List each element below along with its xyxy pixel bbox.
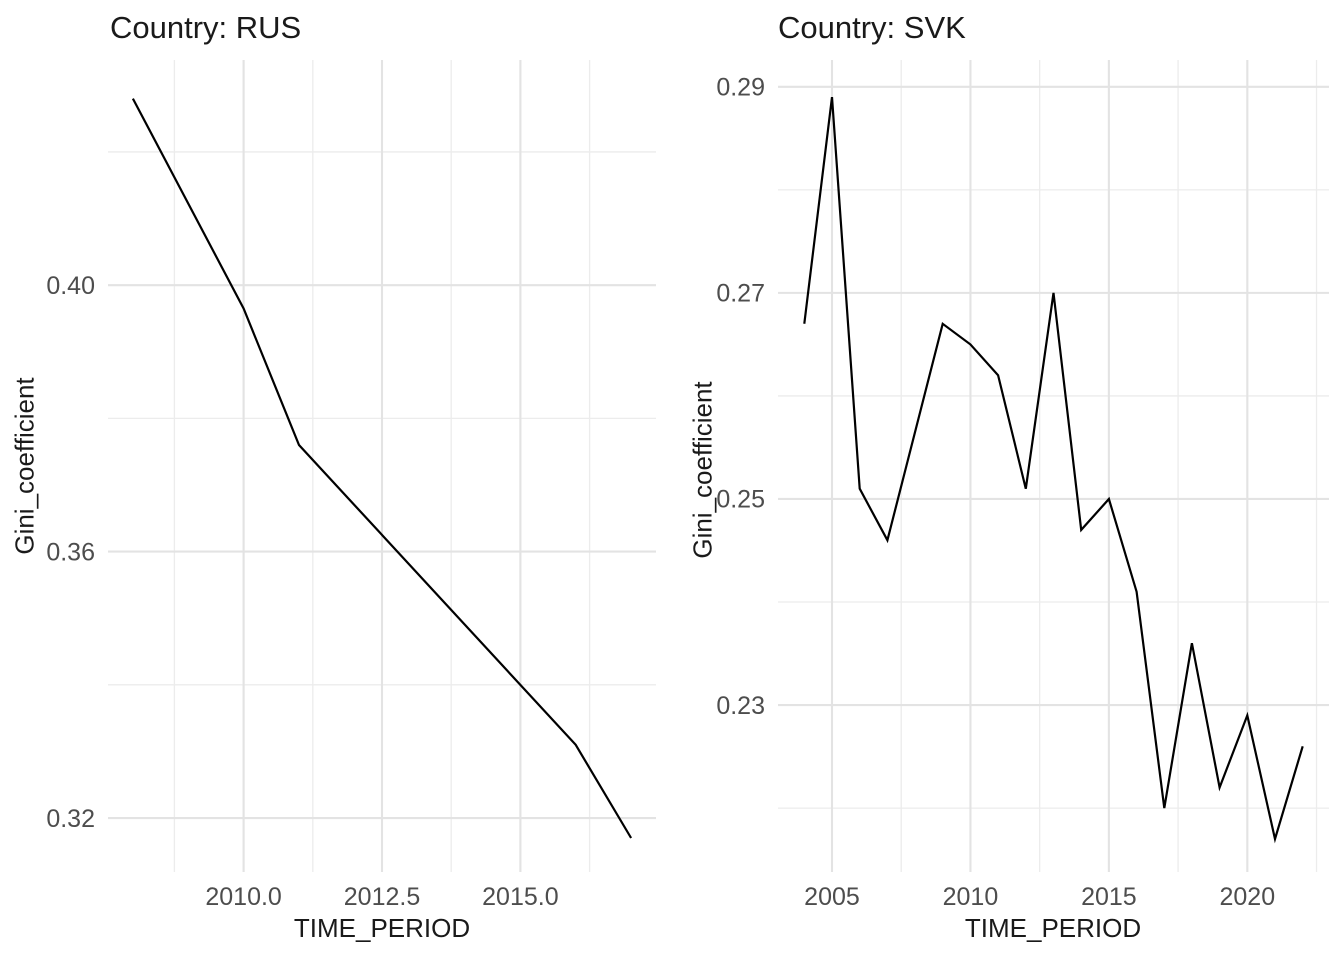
plot-rus: Country: RUS Gini_coefficient 2010.0 2012… (10, 10, 656, 943)
y-tick-label: 0.32 (46, 805, 95, 833)
plot-svk: Country: SVK Gini_coefficient 2005 2010 20… (672, 0, 1344, 960)
x-axis-title-svk: TIME_PERIOD (964, 913, 1142, 943)
svk-data-line (803, 96, 1304, 844)
y-tick-label: 0.27 (716, 280, 765, 308)
plot-title-rus: Country: RUS (110, 10, 302, 45)
x-tick-label: 2015 (1081, 883, 1137, 911)
x-tick-label: 2020 (1220, 883, 1276, 911)
x-tick-label: 2012.5 (344, 883, 420, 911)
svk-chart-canvas: 2005 2010 2015 2020 0.23 0.25 0.27 0.29 (716, 60, 1329, 911)
x-tick-label: 2015.0 (482, 883, 558, 911)
x-tick-label: 2005 (804, 883, 860, 911)
rus-data-line (131, 98, 633, 839)
x-tick-label: 2010 (943, 883, 999, 911)
x-tick-label: 2010.0 (205, 883, 281, 911)
y-tick-label: 0.23 (716, 692, 765, 720)
plot-title-svk: Country: SVK (778, 10, 966, 45)
x-axis-title-rus: TIME_PERIOD (293, 913, 471, 943)
y-tick-label: 0.36 (46, 538, 95, 566)
y-tick-label: 0.40 (46, 272, 95, 300)
y-tick-label: 0.29 (716, 74, 765, 102)
y-tick-label: 0.25 (716, 486, 765, 514)
rus-chart-canvas: 2010.0 2012.5 2015.0 0.32 0.36 0.40 (46, 60, 656, 911)
